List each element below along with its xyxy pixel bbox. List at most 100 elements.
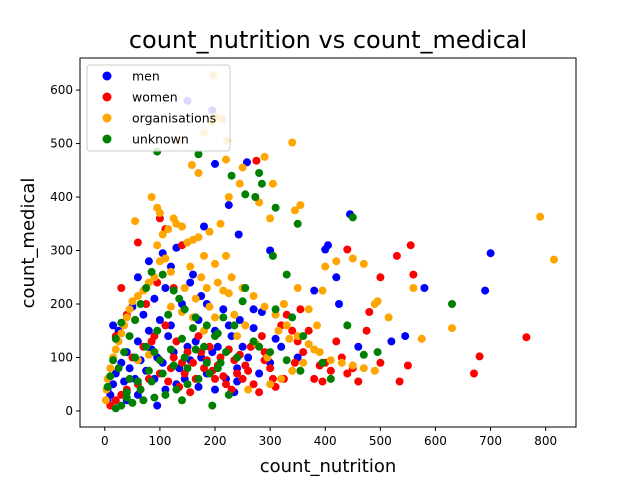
point-unknown-26 (249, 337, 258, 346)
point-unknown-78 (169, 286, 178, 295)
point-men-12 (481, 286, 490, 295)
point-men-11 (420, 284, 429, 292)
chart-title: count_nutrition vs count_medical (129, 26, 527, 54)
point-unknown-31 (183, 380, 192, 389)
point-unknown-8 (293, 219, 302, 228)
point-women-61 (147, 337, 156, 346)
point-men-74 (109, 321, 118, 330)
point-organisations-88 (244, 385, 253, 394)
point-women-66 (186, 388, 195, 397)
point-unknown-74 (153, 326, 162, 335)
point-men-64 (249, 305, 258, 314)
point-organisations-54 (200, 251, 208, 260)
point-unknown-52 (131, 316, 140, 324)
point-unknown-6 (241, 190, 250, 199)
point-organisations-71 (321, 262, 330, 271)
point-women-63 (169, 353, 178, 362)
point-unknown-48 (222, 348, 230, 357)
point-unknown-86 (150, 348, 159, 357)
point-unknown-14 (271, 305, 280, 314)
point-organisations-85 (288, 366, 297, 375)
point-organisations-111 (191, 294, 200, 303)
point-organisations-17 (296, 201, 305, 210)
point-unknown-73 (142, 342, 151, 351)
point-men-8 (321, 245, 330, 254)
point-unknown-76 (175, 294, 184, 303)
point-men-93 (186, 278, 195, 287)
point-organisations-97 (211, 313, 219, 322)
point-unknown-50 (120, 348, 129, 357)
point-organisations-77 (384, 313, 393, 322)
point-organisations-80 (448, 324, 456, 333)
point-women-30 (255, 388, 264, 397)
x-tick-label: 400 (314, 434, 337, 448)
point-organisations-13 (268, 179, 277, 188)
point-organisations-100 (241, 321, 250, 330)
point-unknown-70 (224, 390, 233, 399)
point-women-56 (117, 284, 126, 292)
point-organisations-9 (194, 169, 203, 177)
point-organisations-99 (230, 310, 239, 319)
point-women-14 (470, 369, 478, 378)
point-women-34 (205, 342, 214, 351)
point-men-68 (189, 270, 197, 279)
point-men-17 (354, 342, 363, 351)
point-organisations-60 (260, 302, 269, 311)
point-organisations-84 (299, 358, 308, 367)
point-men-4 (224, 201, 233, 210)
point-men-82 (211, 385, 219, 394)
point-unknown-10 (268, 251, 277, 260)
point-men-9 (332, 273, 341, 282)
point-organisations-59 (249, 292, 258, 300)
point-organisations-107 (293, 284, 302, 292)
point-organisations-15 (224, 193, 233, 201)
x-tick-label: 200 (204, 434, 227, 448)
point-men-81 (194, 382, 203, 391)
point-unknown-21 (318, 358, 327, 367)
point-organisations-79 (417, 334, 426, 343)
point-unknown-13 (238, 297, 247, 306)
point-unknown-84 (230, 321, 239, 330)
point-women-35 (194, 332, 203, 341)
legend-box (86, 64, 231, 152)
point-unknown-56 (117, 318, 126, 327)
point-organisations-66 (326, 356, 335, 365)
point-men-70 (166, 321, 175, 330)
point-unknown-79 (180, 305, 189, 314)
point-unknown-46 (200, 342, 208, 351)
point-women-89 (376, 273, 385, 282)
point-organisations-30 (155, 257, 164, 266)
point-organisations-43 (106, 364, 115, 373)
y-tick-label: 500 (50, 137, 73, 151)
point-men-28 (238, 342, 247, 351)
point-men-5 (234, 230, 243, 239)
point-women-8 (365, 308, 374, 316)
point-women-78 (257, 332, 266, 341)
y-tick-label: 400 (50, 190, 73, 204)
point-organisations-72 (332, 257, 341, 266)
y-axis-label: count_medical (18, 178, 39, 309)
point-organisations-7 (222, 155, 230, 164)
point-unknown-61 (125, 374, 134, 383)
point-men-32 (133, 337, 142, 346)
point-unknown-20 (448, 300, 456, 308)
point-organisations-19 (266, 214, 275, 223)
point-unknown-82 (213, 329, 222, 338)
point-organisations-103 (274, 326, 283, 335)
point-unknown-72 (122, 393, 131, 402)
point-women-84 (318, 377, 327, 386)
point-women-11 (395, 377, 404, 386)
point-organisations-90 (205, 302, 214, 311)
point-unknown-41 (144, 366, 153, 375)
point-women-83 (310, 374, 319, 383)
point-organisations-82 (550, 255, 558, 264)
point-men-21 (161, 284, 170, 292)
point-unknown-24 (282, 356, 291, 365)
legend: men women organisations unknown (86, 64, 231, 152)
point-unknown-62 (136, 385, 145, 394)
point-men-59 (244, 353, 253, 362)
point-organisations-116 (224, 289, 233, 298)
point-organisations-113 (186, 262, 195, 271)
point-unknown-35 (139, 396, 148, 405)
x-axis-ticks: 0 100 200 300 400 500 600 700 800 (101, 427, 557, 448)
